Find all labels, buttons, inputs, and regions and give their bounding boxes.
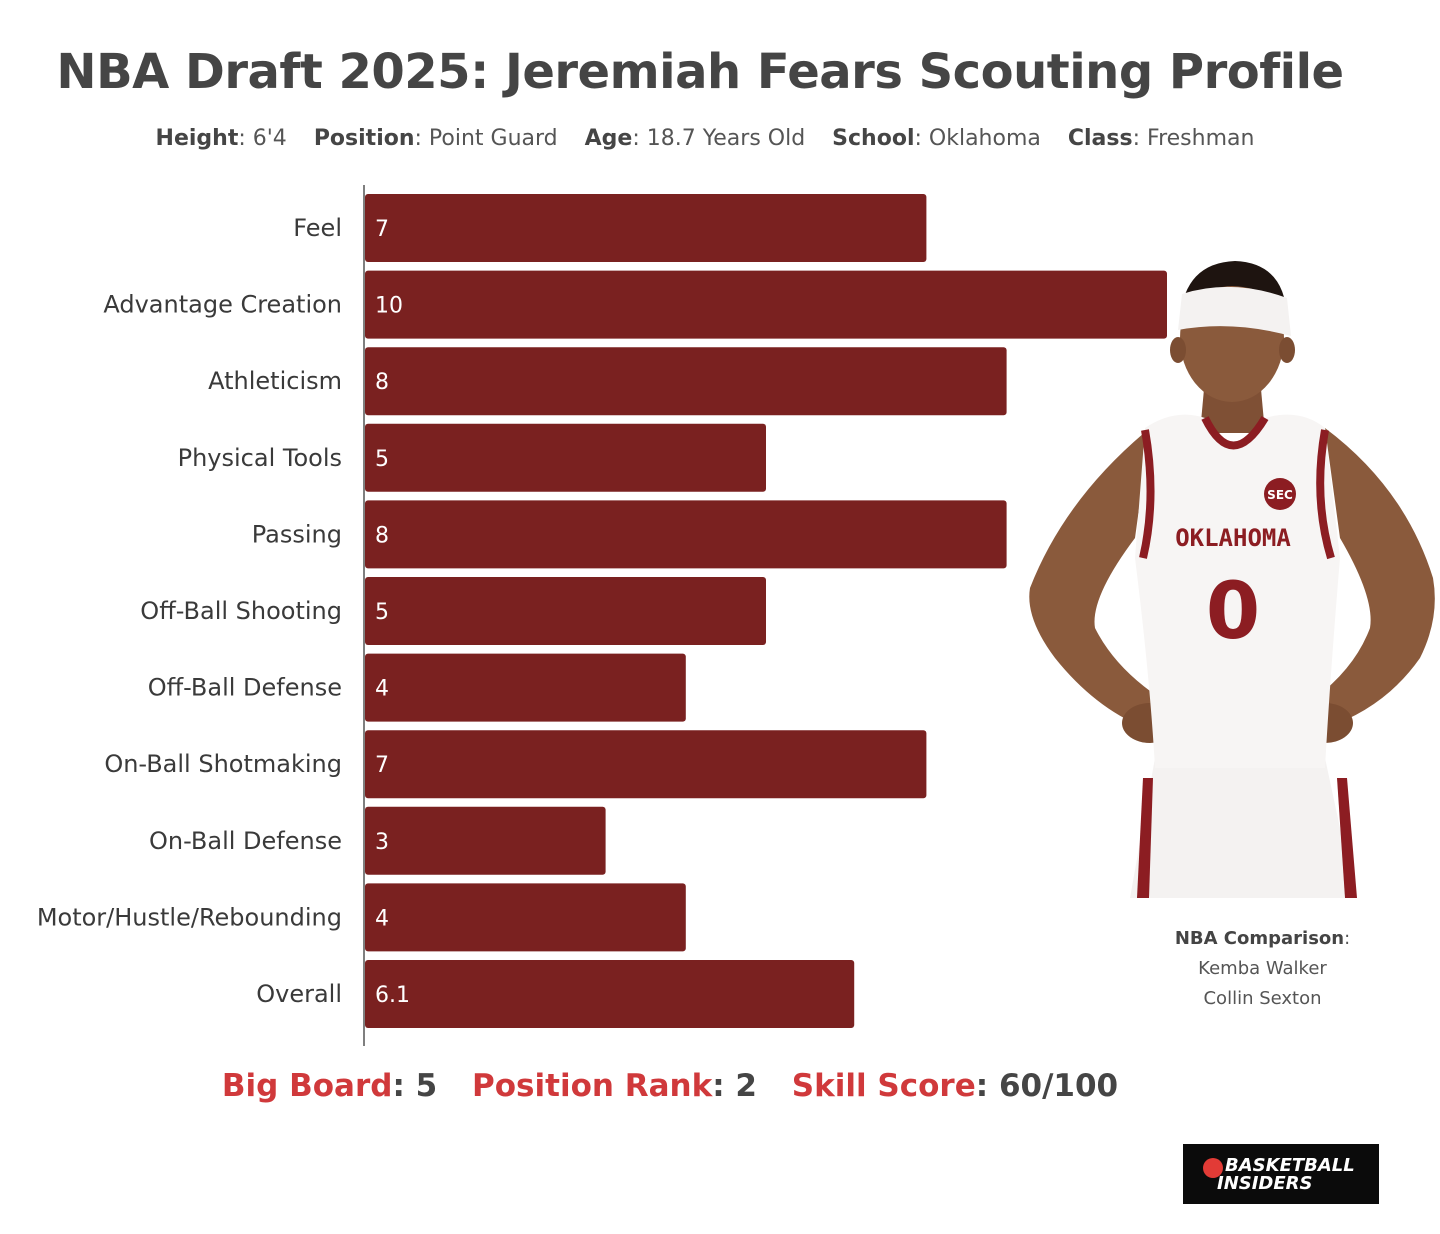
value-label: 5 xyxy=(375,447,389,472)
bar xyxy=(365,194,927,262)
sec-patch: SEC xyxy=(1267,488,1293,502)
value-label: 8 xyxy=(375,523,389,548)
category-label: Off-Ball Defense xyxy=(148,674,342,702)
profile-height: Height: 6'4 xyxy=(155,126,287,151)
value-label: 4 xyxy=(375,906,389,931)
page-title: NBA Draft 2025: Jeremiah Fears Scouting … xyxy=(56,44,1344,100)
bar xyxy=(365,883,686,952)
value-label: 5 xyxy=(375,600,389,625)
category-label: Motor/Hustle/Rebounding xyxy=(37,903,342,931)
category-label: Athleticism xyxy=(208,367,342,395)
comparison-player-1: Kemba Walker xyxy=(1198,958,1327,979)
comparison-heading: NBA Comparison: xyxy=(1174,928,1351,949)
value-label: 6.1 xyxy=(375,983,410,1008)
bar xyxy=(365,500,1007,569)
bar xyxy=(365,806,606,875)
category-label: Physical Tools xyxy=(178,444,342,472)
logo-line-2: INSIDERS xyxy=(1217,1173,1313,1194)
value-label: 7 xyxy=(375,753,389,778)
category-label: Off-Ball Shooting xyxy=(140,597,342,625)
bar xyxy=(365,270,1167,339)
comparison-player-2: Collin Sexton xyxy=(1203,988,1322,1009)
big-board-stat: Big Board: 5 xyxy=(221,1068,438,1104)
category-label: Feel xyxy=(293,214,342,242)
value-label: 7 xyxy=(375,217,389,242)
profile-school: School: Oklahoma xyxy=(832,126,1041,151)
value-label: 8 xyxy=(375,370,389,395)
bar xyxy=(365,653,686,722)
profile-position: Position: Point Guard xyxy=(313,126,558,151)
profile-info: Height: 6'4 Position: Point Guard Age: 1… xyxy=(0,126,1410,151)
basketball-insiders-logo: BASKETBALL INSIDERS xyxy=(1183,1144,1379,1204)
category-label: Passing xyxy=(252,520,342,548)
basketball-icon xyxy=(1203,1158,1223,1178)
value-label: 4 xyxy=(375,677,389,702)
bar xyxy=(365,347,1007,416)
player-photo: OKLAHOMA 0 SEC xyxy=(1029,261,1435,898)
bar xyxy=(365,423,766,492)
value-label: 10 xyxy=(375,294,403,319)
profile-age: Age: 18.7 Years Old xyxy=(584,126,806,151)
nba-comparison: NBA Comparison: Kemba Walker Collin Sext… xyxy=(1130,924,1395,1014)
footer-stats: Big Board: 5 Position Rank: 2 Skill Scor… xyxy=(0,1068,1340,1104)
bar xyxy=(365,960,855,1028)
category-label: On-Ball Defense xyxy=(149,827,342,855)
logo-line-1: BASKETBALL xyxy=(1225,1155,1355,1176)
category-label: On-Ball Shotmaking xyxy=(104,750,342,778)
position-rank-stat: Position Rank: 2 xyxy=(472,1068,757,1104)
bar xyxy=(365,577,766,645)
bar xyxy=(365,730,927,799)
category-label: Advantage Creation xyxy=(103,291,342,319)
value-label: 3 xyxy=(375,830,389,855)
profile-class: Class: Freshman xyxy=(1067,126,1255,151)
jersey-text: OKLAHOMA xyxy=(1175,524,1291,552)
skill-score-stat: Skill Score: 60/100 xyxy=(791,1068,1119,1104)
category-label: Overall xyxy=(256,980,342,1008)
jersey-number: 0 xyxy=(1206,567,1260,657)
